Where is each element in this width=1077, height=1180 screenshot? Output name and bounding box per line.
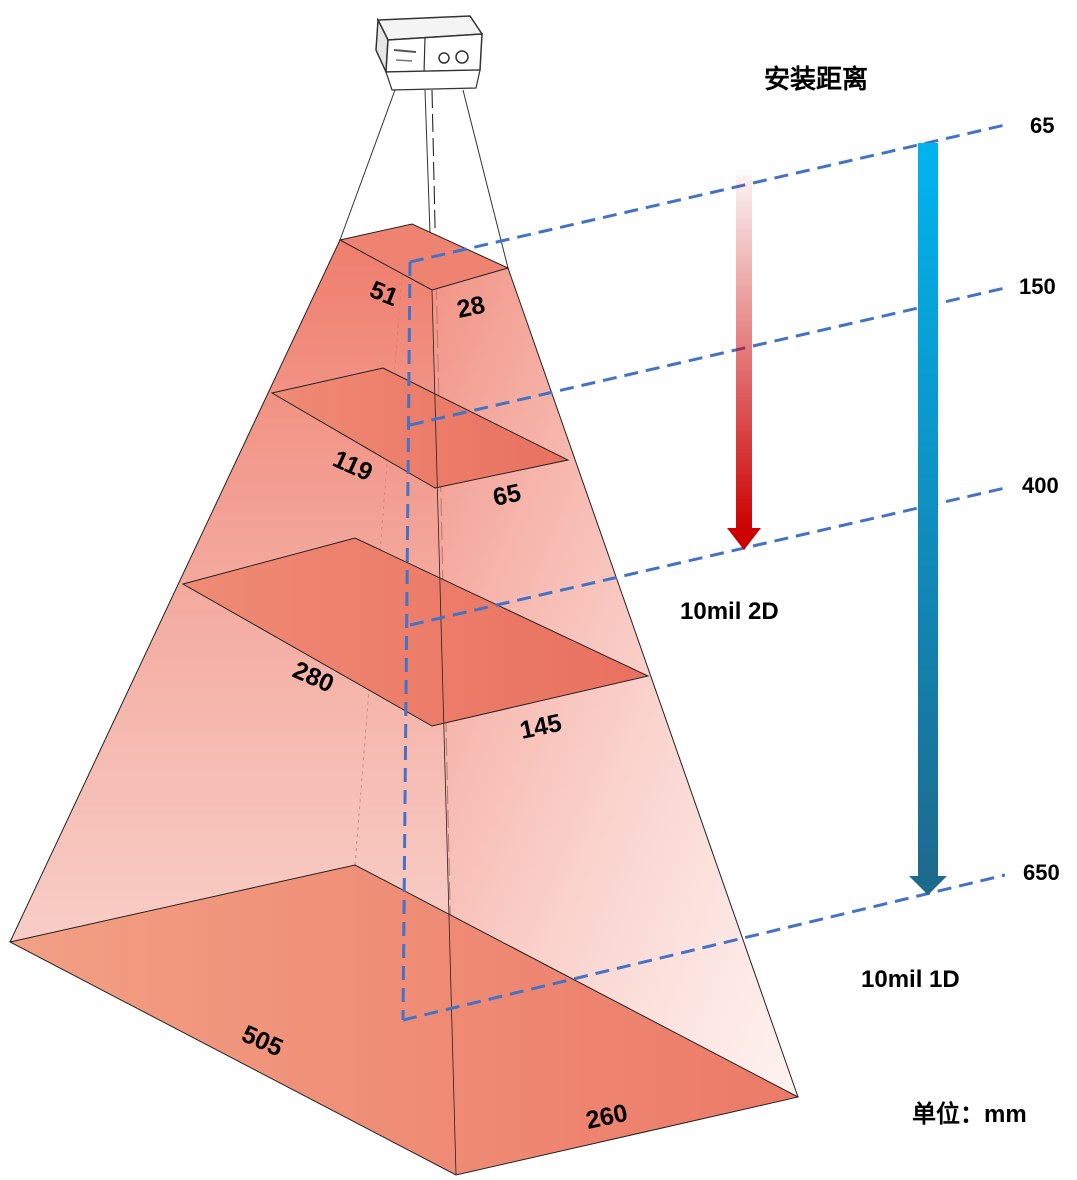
distance-line-650 (402, 873, 1006, 1022)
fov-depth-150: 65 (490, 479, 523, 512)
distance-label-400: 400 (1022, 473, 1059, 498)
distance-line-150 (409, 286, 1006, 427)
fov-slice-400 (181, 537, 650, 727)
distance-line-65 (409, 123, 1006, 264)
range-label-2d: 10mil 2D (680, 598, 779, 625)
install-distance-title: 安装距离 (764, 64, 868, 94)
range-label-1d: 10mil 1D (861, 966, 960, 993)
unit-label: 单位：mm (912, 1100, 1027, 1128)
distance-line-400 (409, 486, 1006, 627)
range-arrow-1d (909, 143, 947, 895)
fov-depth-65: 28 (454, 291, 487, 324)
fov-pyramid (8, 223, 800, 1176)
distance-label-650: 650 (1023, 860, 1060, 885)
fov-slice-150 (270, 367, 570, 489)
distance-axis-vertical (401, 261, 412, 1021)
distance-guides (401, 123, 1006, 1022)
barcode-scanner-device-icon (375, 15, 484, 91)
range-arrow-2d (727, 175, 761, 550)
distance-label-65: 65 (1030, 113, 1054, 138)
distance-label-150: 150 (1019, 274, 1056, 299)
